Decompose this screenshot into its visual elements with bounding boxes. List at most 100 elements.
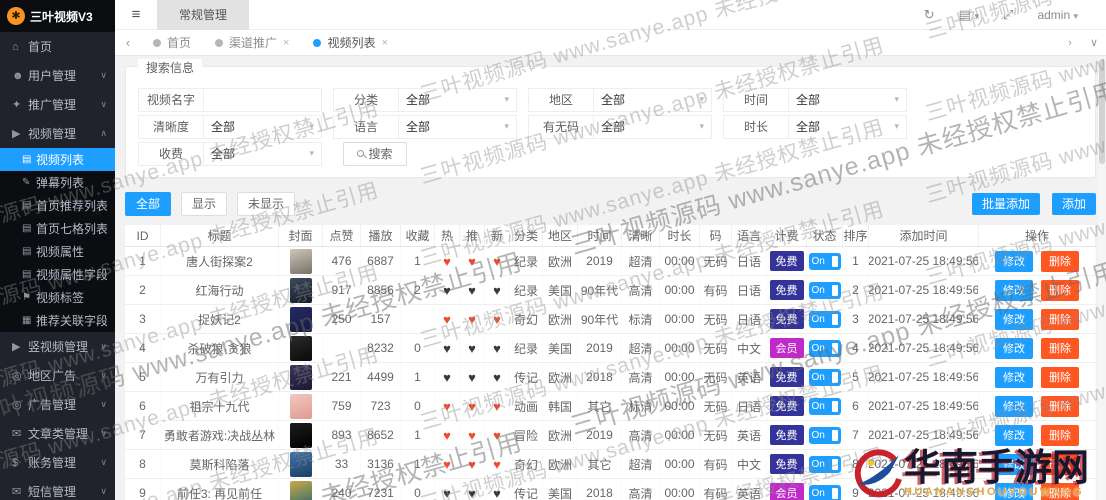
tabs-back-icon[interactable]: ‹ (125, 35, 131, 50)
delete-button[interactable]: 删除 (1041, 279, 1079, 301)
sidebar-item-rec-rel-field[interactable]: ▦ 推荐关联字段 (0, 309, 115, 332)
sidebar-item-danmaku-list[interactable]: ✎ 弹幕列表 (0, 171, 115, 194)
edit-button[interactable]: 修改 (995, 424, 1033, 446)
search-button[interactable]: 搜索 (343, 141, 407, 166)
edit-button[interactable]: 修改 (995, 279, 1033, 301)
sidebar-item-video-attr-field[interactable]: ▤ 视频属性字段 (0, 263, 115, 286)
heart-icon[interactable]: ♥ (493, 253, 501, 269)
sidebar-item-user-mgmt[interactable]: ☻ 用户管理 ∨ (0, 61, 115, 90)
status-toggle[interactable]: On (808, 310, 841, 328)
sidebar-item-ad-mgmt[interactable]: ◎ 广告管理 ∨ (0, 390, 115, 419)
hamburger-icon[interactable]: ≡ (131, 6, 141, 23)
sidebar-item-finance-mgmt[interactable]: $ 账务管理 ∨ (0, 448, 115, 477)
sidebar-item-home-rec-list[interactable]: ▤ 首页推荐列表 (0, 194, 115, 217)
heart-icon[interactable]: ♥ (493, 398, 501, 414)
batch-add-button[interactable]: 批量添加 (971, 192, 1040, 215)
filter-button-2[interactable]: 未显示 (237, 191, 296, 216)
breadcrumb-tab-0[interactable]: 首页 (141, 30, 203, 56)
edit-button[interactable]: 修改 (995, 337, 1033, 359)
heart-icon[interactable]: ♥ (468, 282, 476, 298)
sidebar-item-article-mgmt[interactable]: ✉ 文章类管理 ∨ (0, 419, 115, 448)
delete-button[interactable]: 删除 (1041, 453, 1079, 475)
heart-icon[interactable]: ♥ (443, 485, 451, 500)
close-icon[interactable]: × (381, 36, 388, 49)
heart-icon[interactable]: ♥ (493, 340, 501, 356)
status-toggle[interactable]: On (808, 281, 841, 299)
delete-button[interactable]: 删除 (1041, 482, 1079, 500)
delete-button[interactable]: 删除 (1041, 250, 1079, 272)
status-toggle[interactable]: On (808, 339, 841, 357)
sidebar-item-video-tag[interactable]: ⚑ 视频标签 (0, 286, 115, 309)
sidebar-item-sms-mgmt[interactable]: ✉ 短信管理 ∨ (0, 477, 115, 500)
heart-icon[interactable]: ♥ (443, 456, 451, 472)
heart-icon[interactable]: ♥ (468, 427, 476, 443)
heart-icon[interactable]: ♥ (468, 311, 476, 327)
admin-menu[interactable]: admin ▾ (1037, 8, 1078, 22)
heart-icon[interactable]: ♥ (493, 485, 501, 500)
language-select[interactable]: 全部 ▾ (399, 114, 517, 139)
add-button[interactable]: 添加 (1051, 192, 1096, 215)
heart-icon[interactable]: ♥ (443, 369, 451, 385)
heart-icon[interactable]: ♥ (443, 398, 451, 414)
edit-button[interactable]: 修改 (995, 482, 1033, 500)
heart-icon[interactable]: ♥ (468, 340, 476, 356)
delete-button[interactable]: 删除 (1041, 395, 1079, 417)
sidebar-item-video-mgmt[interactable]: ▶ 视频管理 ∧ (0, 119, 115, 148)
breadcrumb-tab-2[interactable]: 视频列表 × (301, 30, 399, 56)
fee-select[interactable]: 全部 ▾ (204, 141, 322, 166)
heart-icon[interactable]: ♥ (443, 340, 451, 356)
heart-icon[interactable]: ♥ (443, 253, 451, 269)
filter-button-1[interactable]: 显示 (181, 191, 228, 216)
vertical-scrollbar[interactable] (1098, 57, 1106, 500)
delete-button[interactable]: 删除 (1041, 308, 1079, 330)
heart-icon[interactable]: ♥ (468, 369, 476, 385)
sidebar-item-video-list[interactable]: ▤ 视频列表 (0, 148, 115, 171)
breadcrumb-tab-1[interactable]: 渠道推广 × (203, 30, 301, 56)
time-select[interactable]: 全部 ▾ (789, 87, 907, 112)
heart-icon[interactable]: ♥ (493, 427, 501, 443)
heart-icon[interactable]: ♥ (493, 311, 501, 327)
fullscreen-icon[interactable]: ⤢ (1003, 6, 1014, 22)
region-select[interactable]: 全部 ▾ (594, 87, 712, 112)
filter-button-0[interactable]: 全部 (125, 191, 172, 216)
duration-select[interactable]: 全部 ▾ (789, 114, 907, 139)
clarity-select[interactable]: 全部 ▾ (204, 114, 322, 139)
status-toggle[interactable]: On (808, 252, 841, 270)
heart-icon[interactable]: ♥ (493, 282, 501, 298)
heart-icon[interactable]: ♥ (443, 311, 451, 327)
tab-general-mgmt[interactable]: 常规管理 (157, 0, 250, 30)
edit-button[interactable]: 修改 (995, 308, 1033, 330)
sidebar-item-vertical-video-mgmt[interactable]: ▶ 竖视频管理 ∨ (0, 332, 115, 361)
edit-button[interactable]: 修改 (995, 453, 1033, 475)
heart-icon[interactable]: ♥ (468, 485, 476, 500)
status-toggle[interactable]: On (808, 455, 841, 473)
heart-icon[interactable]: ♥ (468, 456, 476, 472)
status-toggle[interactable]: On (808, 397, 841, 415)
status-toggle[interactable]: On (808, 484, 841, 500)
edit-button[interactable]: 修改 (995, 250, 1033, 272)
heart-icon[interactable]: ♥ (443, 282, 451, 298)
edit-button[interactable]: 修改 (995, 395, 1033, 417)
sidebar-item-home[interactable]: ⌂ 首页 (0, 32, 115, 61)
tabs-menu-icon[interactable]: ∨ (1089, 37, 1099, 49)
clear-cache-icon[interactable]: ▤ ▾ (958, 6, 980, 22)
category-select[interactable]: 全部 ▾ (399, 87, 517, 112)
refresh-icon[interactable]: ↻ (923, 6, 935, 22)
status-toggle[interactable]: On (808, 368, 841, 386)
heart-icon[interactable]: ♥ (493, 369, 501, 385)
delete-button[interactable]: 删除 (1041, 424, 1079, 446)
edit-button[interactable]: 修改 (995, 366, 1033, 388)
status-toggle[interactable]: On (808, 426, 841, 444)
scrollbar-thumb[interactable] (1099, 59, 1105, 164)
delete-button[interactable]: 删除 (1041, 366, 1079, 388)
heart-icon[interactable]: ♥ (468, 253, 476, 269)
sidebar-item-promo-mgmt[interactable]: ✦ 推广管理 ∨ (0, 90, 115, 119)
close-icon[interactable]: × (283, 36, 290, 49)
heart-icon[interactable]: ♥ (468, 398, 476, 414)
heart-icon[interactable]: ♥ (493, 456, 501, 472)
tabs-forward-icon[interactable]: › (1068, 36, 1072, 49)
sidebar-item-home-grid-list[interactable]: ▤ 首页七格列表 (0, 217, 115, 240)
sidebar-item-region-ad[interactable]: ◎ 地区广告 ∨ (0, 361, 115, 390)
heart-icon[interactable]: ♥ (443, 427, 451, 443)
delete-button[interactable]: 删除 (1041, 337, 1079, 359)
